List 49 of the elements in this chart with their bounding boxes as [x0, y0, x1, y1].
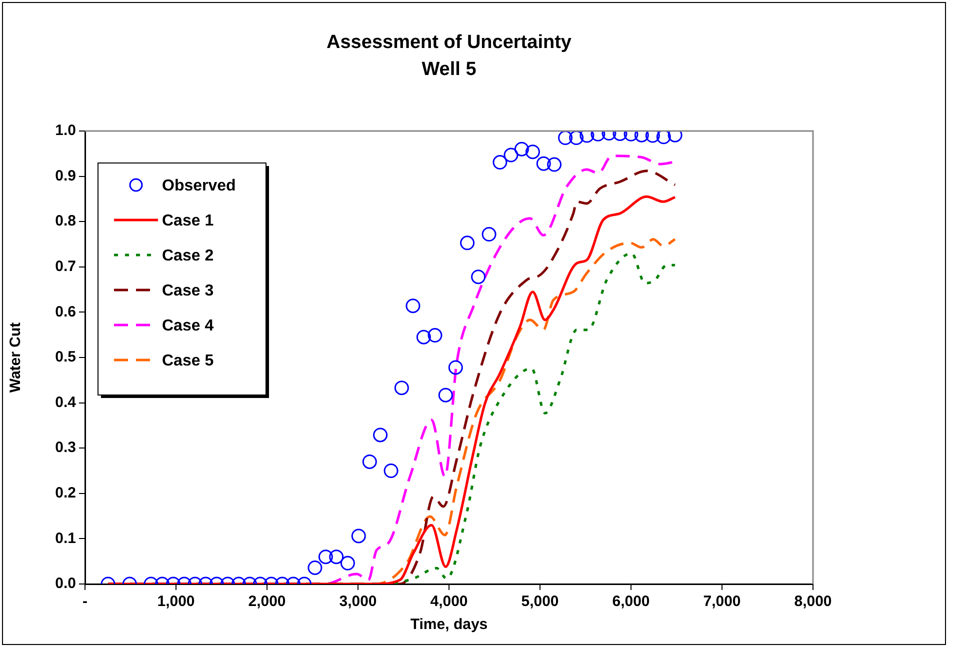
chart-title: Assessment of Uncertainty [326, 32, 572, 53]
chart-subtitle: Well 5 [422, 59, 477, 80]
legend-label: Case 2 [162, 247, 214, 264]
y-tick-label: 0.8 [55, 212, 76, 230]
y-tick-label: 0.1 [55, 530, 76, 547]
x-tick-label: 5,000 [521, 593, 559, 610]
point [547, 157, 562, 172]
point [656, 131, 671, 144]
y-tick-label: 0.5 [55, 348, 76, 366]
point [645, 131, 660, 143]
point [460, 236, 475, 250]
x-tick-label: - [82, 593, 88, 610]
legend-label: Observed [162, 177, 236, 194]
point [569, 131, 584, 146]
x-tick-label: 3,000 [339, 593, 377, 610]
legend-label: Case 5 [162, 352, 214, 370]
point [492, 155, 508, 170]
point [558, 131, 573, 146]
legend-label: Case 4 [162, 317, 214, 334]
x-tick-label: 6,000 [612, 593, 650, 610]
point [482, 227, 496, 242]
x-tick-label: 2,000 [248, 593, 286, 610]
x-tick-label: 7,000 [703, 593, 741, 610]
legend-label: Case 3 [162, 282, 214, 300]
x-tick-label: 4,000 [430, 593, 468, 610]
x-axis-title: Time, days [410, 616, 488, 634]
point [471, 270, 486, 284]
point [504, 148, 518, 162]
point [416, 330, 431, 344]
y-tick-label: 0.0 [55, 575, 76, 592]
y-tick-label: 0.4 [55, 394, 77, 411]
y-tick-label: 1.0 [55, 122, 76, 140]
y-tick-label: 0.9 [55, 167, 76, 184]
y-axis-title: Water Cut [7, 322, 24, 393]
point [406, 298, 420, 314]
point [448, 360, 463, 375]
y-tick-label: 0.3 [55, 439, 76, 456]
x-tick-label: 8,000 [794, 593, 832, 610]
point [514, 142, 529, 156]
point [525, 144, 540, 160]
point [438, 388, 453, 402]
legend-label: Case 1 [162, 212, 214, 230]
point [580, 131, 594, 143]
point [428, 328, 442, 343]
y-tick-label: 0.7 [55, 258, 76, 276]
x-tick-label: 1,000 [157, 593, 195, 610]
point [536, 156, 551, 171]
y-tick-label: 0.6 [55, 303, 76, 320]
y-tick-label: 0.2 [55, 484, 76, 502]
